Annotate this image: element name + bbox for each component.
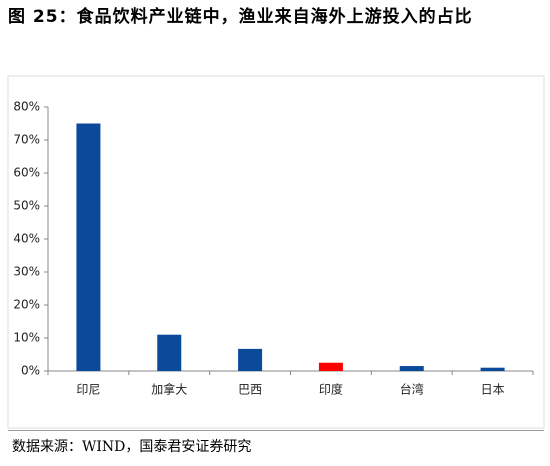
- y-tick-label: 40%: [13, 232, 40, 246]
- divider: [8, 430, 544, 431]
- y-tick-label: 70%: [13, 133, 40, 147]
- y-tick-label: 60%: [13, 166, 40, 180]
- chart-frame: [7, 75, 545, 429]
- bar: [480, 367, 505, 371]
- x-tick-label: 日本: [481, 383, 505, 397]
- x-tick-label: 巴西: [238, 383, 262, 397]
- x-tick-label: 加拿大: [151, 382, 187, 397]
- bar: [76, 123, 101, 371]
- y-tick-label: 20%: [13, 298, 40, 312]
- x-tick-label: 印尼: [76, 383, 100, 397]
- x-tick-label: 印度: [319, 382, 343, 397]
- y-tick-label: 30%: [13, 265, 40, 279]
- y-tick-label: 50%: [13, 199, 40, 213]
- bar: [399, 366, 424, 371]
- bar: [318, 362, 343, 371]
- y-tick-label: 10%: [13, 331, 40, 345]
- chart-title: 图 25：食品饮料产业链中，渔业来自海外上游投入的占比: [8, 7, 473, 27]
- x-tick-label: 台湾: [400, 382, 424, 397]
- y-tick-label: 80%: [13, 100, 40, 114]
- bar: [238, 348, 263, 371]
- chart: 0% 10% 20% 30% 40% 50% 60% 70% 80% 印尼 加拿大 巴西 印度 台湾 日本: [7, 75, 545, 429]
- y-tick-label: 0%: [21, 364, 40, 378]
- bar: [157, 334, 182, 371]
- source-note: 数据来源：WIND，国泰君安证券研究: [12, 439, 252, 455]
